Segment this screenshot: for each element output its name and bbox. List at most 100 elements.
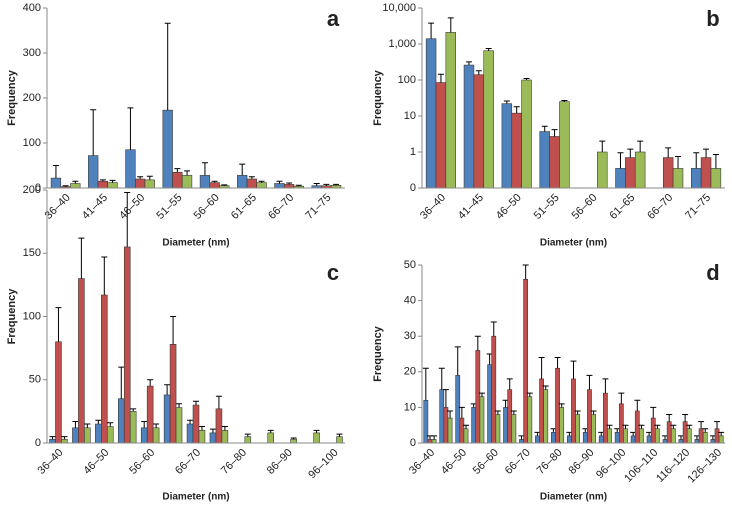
error-bar bbox=[107, 422, 114, 427]
error-bar bbox=[295, 184, 302, 187]
bar bbox=[439, 389, 445, 444]
bar bbox=[646, 435, 652, 444]
y-tick-label: 40 bbox=[404, 295, 416, 307]
error-bar bbox=[586, 374, 593, 390]
bar bbox=[511, 414, 517, 444]
bar bbox=[215, 408, 223, 444]
x-tick-label: 46–50 bbox=[439, 447, 469, 477]
bar bbox=[718, 435, 724, 444]
error-bar bbox=[686, 424, 693, 429]
bar bbox=[662, 439, 668, 444]
error-bar bbox=[602, 378, 609, 394]
x-tick-label: 46–50 bbox=[494, 192, 524, 222]
y-tick-label: 0 bbox=[410, 182, 416, 194]
x-tick-label: 46–50 bbox=[117, 192, 147, 222]
x-tick-label: 51–55 bbox=[532, 192, 562, 222]
error-bar bbox=[650, 406, 657, 419]
bar bbox=[559, 407, 565, 444]
bar bbox=[587, 389, 592, 444]
bar bbox=[582, 432, 588, 444]
panel-label: d bbox=[706, 260, 719, 285]
bar bbox=[566, 435, 572, 444]
error-bar bbox=[176, 403, 183, 408]
error-bar bbox=[465, 61, 472, 66]
y-tick-label: 100 bbox=[23, 137, 41, 149]
x-tick-label: 86–90 bbox=[567, 447, 597, 477]
x-tick-label: 96–100 bbox=[306, 447, 340, 481]
bar bbox=[175, 407, 183, 444]
y-tick-label: 10 bbox=[404, 110, 416, 122]
error-bar bbox=[209, 428, 216, 433]
error-bar bbox=[215, 395, 222, 409]
bar bbox=[55, 341, 62, 444]
error-bar bbox=[478, 392, 485, 397]
bar bbox=[162, 109, 173, 189]
error-bar bbox=[522, 264, 529, 280]
bar bbox=[107, 182, 118, 189]
error-bar bbox=[442, 389, 449, 408]
error-bar bbox=[541, 125, 548, 132]
error-bar bbox=[130, 408, 137, 412]
error-bar bbox=[438, 367, 445, 390]
x-tick-label: 36–40 bbox=[418, 192, 448, 222]
bar bbox=[670, 428, 676, 444]
error-bar bbox=[72, 420, 79, 428]
bar bbox=[575, 414, 581, 444]
y-tick-label: 100 bbox=[23, 310, 41, 322]
error-bar bbox=[447, 17, 454, 33]
x-tick-label: 36–40 bbox=[36, 447, 66, 477]
bar bbox=[549, 136, 560, 189]
error-bar bbox=[693, 152, 700, 169]
error-bar bbox=[146, 175, 153, 180]
error-bar bbox=[447, 410, 454, 419]
error-bar bbox=[141, 420, 148, 428]
error-bar bbox=[52, 165, 59, 179]
bar bbox=[237, 175, 248, 189]
bar bbox=[678, 439, 684, 444]
panel: 0 50 100 150 200 36–40 46–50 56–60 66–70 76–80 86–… bbox=[6, 184, 345, 503]
x-tick-label: 66–70 bbox=[173, 447, 203, 477]
bar bbox=[244, 436, 252, 444]
error-bar bbox=[637, 140, 644, 152]
error-bar bbox=[153, 423, 160, 428]
x-axis-label: Diameter (nm) bbox=[162, 238, 229, 249]
error-bar bbox=[170, 316, 177, 345]
error-bar bbox=[49, 436, 56, 440]
y-tick-label: 150 bbox=[23, 247, 41, 259]
bar bbox=[459, 417, 465, 444]
error-bar bbox=[510, 410, 517, 415]
y-tick-label: 1 bbox=[410, 146, 416, 158]
error-bar bbox=[290, 437, 297, 440]
error-bar bbox=[712, 154, 719, 169]
error-bar bbox=[323, 183, 330, 186]
x-tick-label: 56–60 bbox=[192, 192, 222, 222]
bar bbox=[650, 417, 656, 444]
error-bar bbox=[561, 99, 568, 102]
bar bbox=[714, 428, 720, 444]
error-bar bbox=[542, 385, 549, 390]
bar bbox=[246, 178, 258, 189]
bar bbox=[209, 432, 217, 444]
bar bbox=[72, 427, 79, 444]
error-bar bbox=[422, 367, 429, 401]
bar bbox=[97, 180, 109, 189]
x-tick-label: 56–60 bbox=[127, 447, 157, 477]
error-bar bbox=[90, 109, 97, 156]
bar bbox=[686, 428, 692, 444]
y-tick-label: 50 bbox=[404, 259, 416, 271]
y-tick-label: 20 bbox=[404, 366, 416, 378]
x-tick-label: 56–60 bbox=[569, 192, 599, 222]
y-tick-label: 400 bbox=[23, 2, 41, 14]
bar bbox=[662, 157, 674, 189]
bar bbox=[527, 396, 533, 444]
error-bar bbox=[187, 419, 194, 425]
bar bbox=[463, 64, 475, 189]
bar bbox=[521, 79, 532, 189]
error-bar bbox=[211, 180, 218, 183]
bar bbox=[702, 432, 708, 444]
error-bar bbox=[666, 414, 673, 422]
bar bbox=[539, 378, 544, 444]
y-tick-label: 0 bbox=[35, 437, 41, 449]
error-bar bbox=[627, 148, 634, 158]
